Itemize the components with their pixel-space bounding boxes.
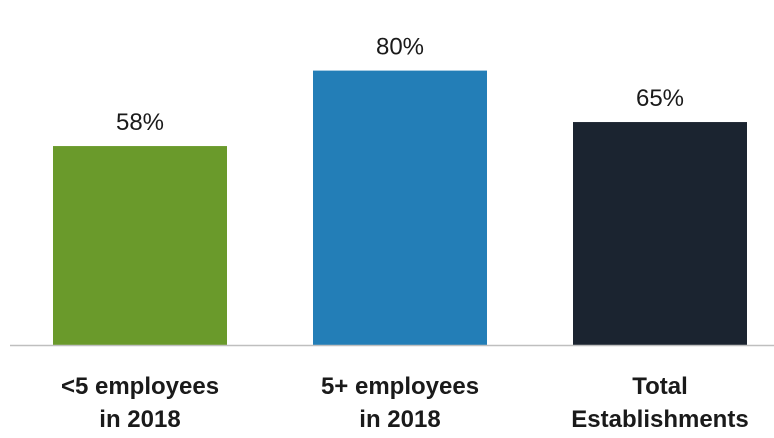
bar-1 xyxy=(53,146,227,345)
category-label-1-line-2: in 2018 xyxy=(99,406,180,433)
category-label-2-line-1: 5+ employees xyxy=(321,373,479,400)
category-label-1-line-1: <5 employees xyxy=(61,373,219,400)
category-label-1: <5 employees in 2018 xyxy=(61,373,219,433)
value-labels-group: 58% 80% 65% xyxy=(116,34,684,136)
bar-value-label-2: 80% xyxy=(376,34,424,61)
category-label-2: 5+ employees in 2018 xyxy=(321,373,479,433)
bars-group xyxy=(53,70,747,345)
category-label-3-line-1: Total xyxy=(632,373,688,400)
category-label-3-line-2: Establishments xyxy=(571,406,748,433)
bar-3 xyxy=(573,122,747,345)
category-labels-group: <5 employees in 2018 5+ employees in 2018 To… xyxy=(61,373,749,433)
category-label-2-line-2: in 2018 xyxy=(359,406,440,433)
bar-2 xyxy=(313,70,487,345)
bar-value-label-1: 58% xyxy=(116,109,164,136)
category-label-3: Total Establishments xyxy=(571,373,748,433)
bar-value-label-3: 65% xyxy=(636,85,684,112)
